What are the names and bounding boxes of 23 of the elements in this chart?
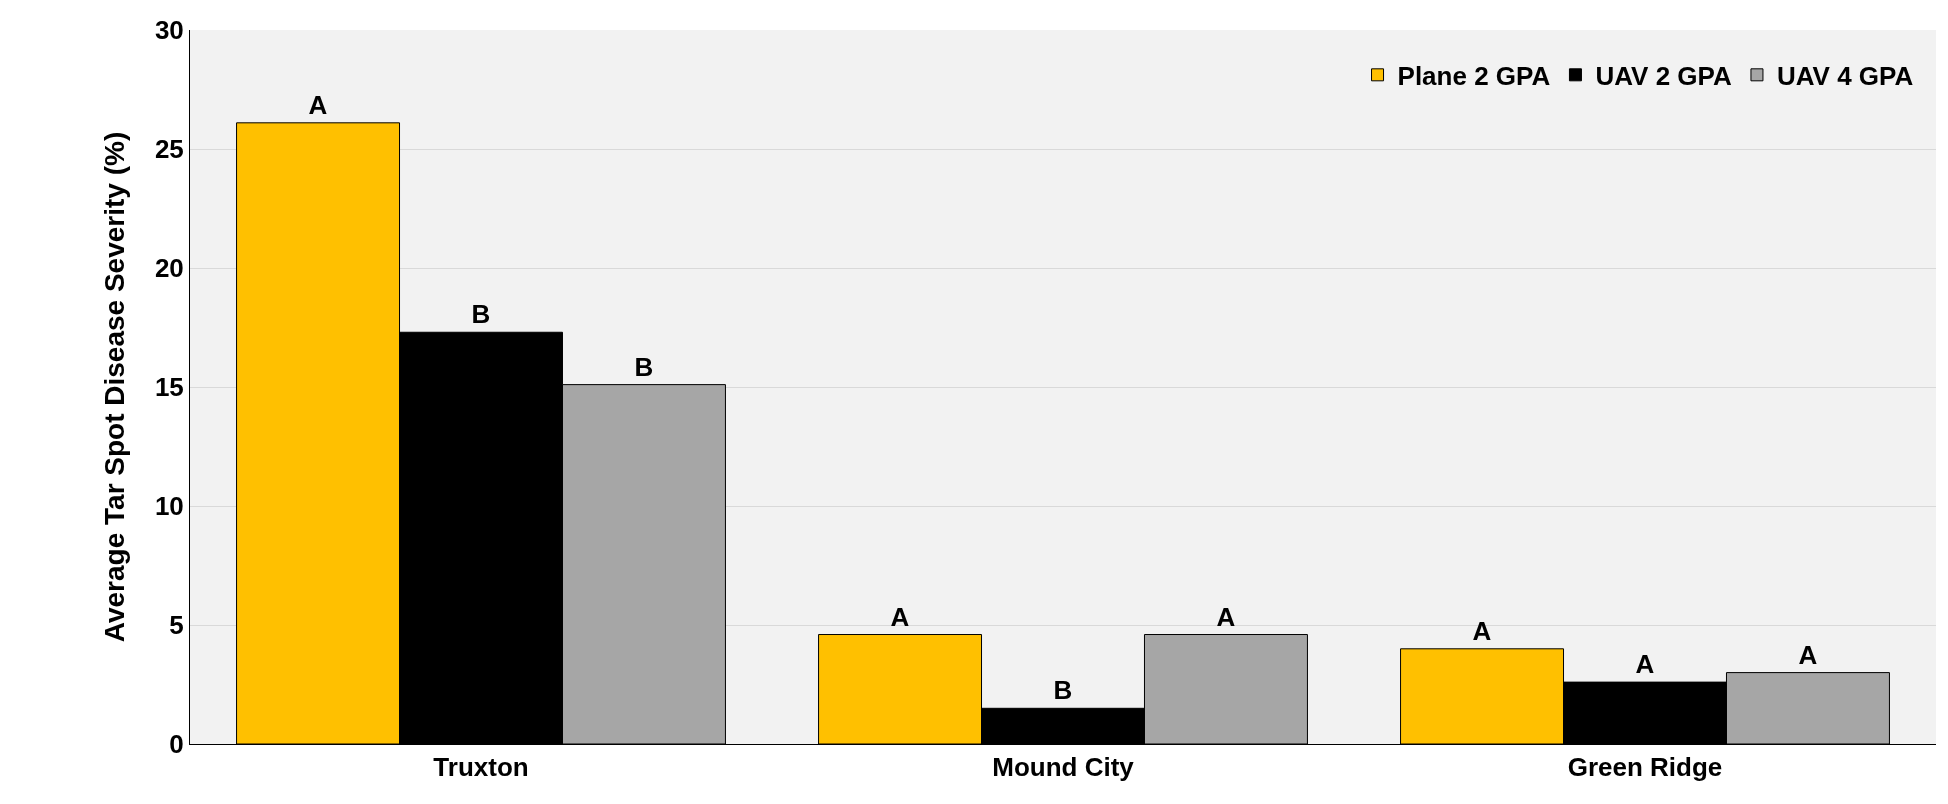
data-label: A — [1798, 639, 1818, 670]
data-label: A — [890, 601, 910, 632]
data-label: A — [308, 89, 328, 120]
data-label: A — [1635, 649, 1655, 680]
legend-label: UAV 2 GPA — [1595, 60, 1732, 91]
x-tick-label: Green Ridge — [1567, 752, 1723, 783]
data-label: B — [471, 299, 491, 330]
y-tick-label: 5 — [169, 610, 184, 641]
data-label: A — [1472, 615, 1492, 646]
legend-label: Plane 2 GPA — [1397, 60, 1551, 91]
x-tick-label: Truxton — [433, 752, 529, 783]
data-label: B — [634, 351, 654, 382]
data-label: B — [1053, 675, 1073, 706]
y-tick-label: 20 — [154, 253, 184, 284]
x-tick-label: Mound City — [992, 752, 1135, 783]
y-tick-label: 10 — [154, 491, 184, 522]
y-tick-label: 0 — [169, 729, 184, 760]
y-tick-label: 25 — [154, 134, 184, 165]
data-label: A — [1216, 601, 1236, 632]
y-tick-label: 15 — [154, 372, 184, 403]
y-axis-title: Average Tar Spot Disease Severity (%) — [99, 131, 130, 643]
y-tick-label: 30 — [154, 15, 184, 46]
legend-label: UAV 4 GPA — [1776, 60, 1914, 91]
